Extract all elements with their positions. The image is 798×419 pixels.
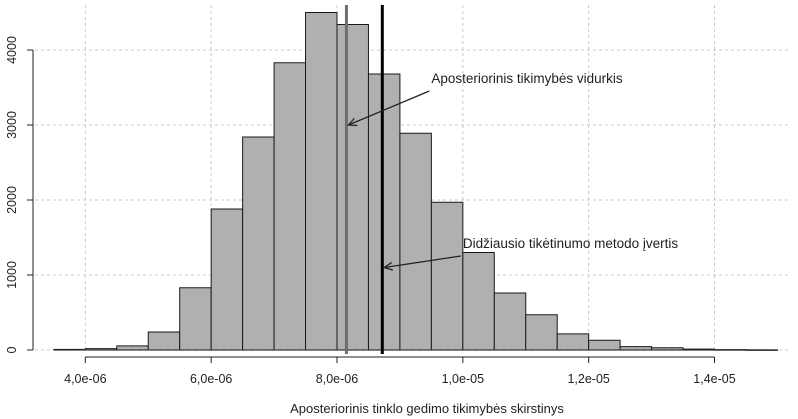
histogram-bar [147,331,181,351]
histogram-bar [367,73,401,351]
histogram-bar [399,132,432,351]
x-axis-title: Aposteriorinis tinklo gedimo tikimybės s… [290,401,564,416]
mean-arrow [348,90,430,126]
x-tick-label: 6,0e-06 [190,372,232,386]
ml-arrow [384,255,461,269]
x-tick-label: 4,0e-06 [64,372,106,386]
annotations: Aposteriorinis tikimybės vidurkis Didžiau… [347,71,679,271]
histogram-bars [53,12,778,351]
mean-arrowhead [347,117,358,127]
histogram-bar [273,62,307,351]
ml-arrowhead [382,261,394,271]
histogram-bar [556,333,590,351]
y-tick-label: 3000 [5,111,19,139]
histogram-bar [179,287,212,351]
ml-annotation-label: Didžiausio tikėtinumo metodo įvertis [463,236,679,251]
histogram-bar [588,339,621,351]
axes: 4,0e-06 6,0e-06 8,0e-06 1,0e-05 1,2e-05 1,4e-… [5,36,736,386]
y-tick-label: 1000 [5,261,19,289]
y-tick-label: 0 [5,346,19,353]
x-tick-label: 1,0e-05 [442,372,484,386]
reference-lines [344,5,384,354]
histogram-bar [210,208,244,351]
histogram-bar [336,24,369,351]
histogram-bar [430,201,464,351]
y-tick-label: 2000 [5,186,19,214]
histogram-bar [462,252,495,351]
x-tick-label: 8,0e-06 [316,372,358,386]
mean-annotation-label: Aposteriorinis tikimybės vidurkis [431,71,623,86]
histogram-bar [242,136,275,351]
histogram-bar [525,314,558,351]
histogram-bar [305,12,338,351]
histogram-bar [493,292,527,351]
histogram-bar [116,345,149,351]
x-tick-label: 1,4e-05 [693,372,735,386]
y-tick-label: 4000 [5,36,19,64]
x-tick-label: 1,2e-05 [567,372,609,386]
